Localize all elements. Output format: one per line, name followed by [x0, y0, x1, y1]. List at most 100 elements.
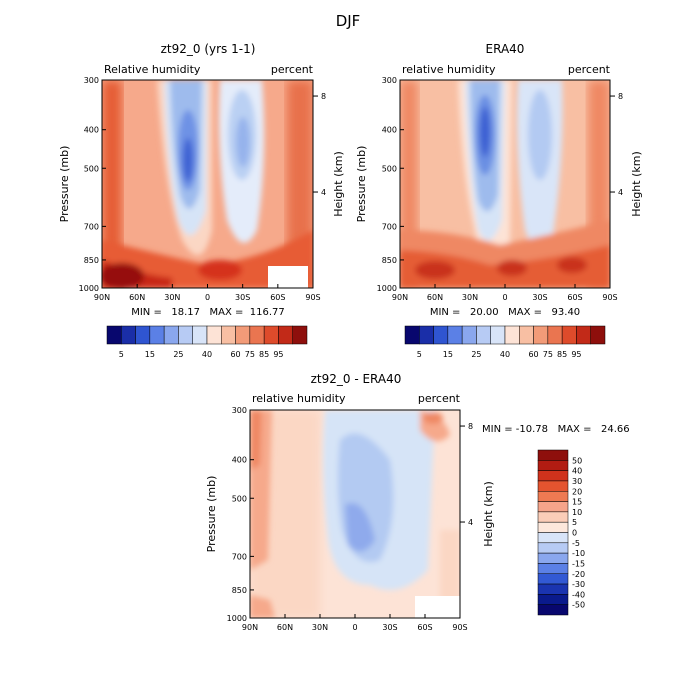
colorbar-swatch [135, 325, 151, 345]
colorbar-label: -40 [572, 590, 585, 599]
colorbar-label: 40 [572, 467, 582, 476]
colorbar-swatch [537, 532, 569, 544]
x-tick-label: 30S [382, 623, 397, 632]
figure-title: DJF [336, 12, 361, 30]
colorbar-swatch [178, 325, 193, 345]
colorbar-label: -50 [572, 601, 585, 610]
y-tick-label: 500 [382, 164, 397, 173]
colorbar-label: 75 [543, 350, 553, 359]
height-tick-label: 4 [321, 188, 326, 197]
colorbar-label: 5 [119, 350, 124, 359]
axis-ticks: 90N 60N 30N 0 30S 60S 90S 300 400 500 700 850 1000 8 4 [377, 76, 623, 302]
colorbar-label: 15 [145, 350, 155, 359]
y-tick-label: 400 [382, 126, 397, 135]
x-tick-label: 60S [270, 293, 285, 302]
colorbar-label: -30 [572, 580, 585, 589]
y-tick-label: 1000 [227, 614, 247, 623]
panel-title: zt92_0 - ERA40 [311, 372, 402, 386]
colorbar-swatch [537, 604, 569, 616]
colorbar-swatch [537, 521, 569, 533]
colorbar-swatch [292, 325, 308, 345]
colorbar: 5 15 25 40 60 75 85 95 [404, 325, 606, 359]
colorbar-label: 75 [245, 350, 255, 359]
x-tick-label: 90S [602, 293, 617, 302]
x-tick-label: 30N [462, 293, 478, 302]
colorbar-swatch [537, 594, 569, 605]
y-tick-label: 1000 [79, 284, 99, 293]
colorbar-label: 95 [571, 350, 581, 359]
colorbar-swatch [537, 449, 569, 461]
colorbar-swatch [263, 325, 279, 345]
colorbar-label: 25 [471, 350, 481, 359]
right-axis-label: Height (km) [630, 151, 643, 217]
y-tick-label: 850 [232, 586, 247, 595]
y-tick-label: 850 [84, 256, 99, 265]
colorbar-swatch [278, 325, 293, 345]
min-max-stats: MIN = -10.78 MAX = 24.66 [482, 424, 630, 435]
colorbar-swatch [121, 325, 136, 345]
x-tick-label: 60S [417, 623, 432, 632]
x-tick-label: 60N [427, 293, 443, 302]
colorbar-label: 15 [572, 498, 582, 507]
x-tick-label: 60N [277, 623, 293, 632]
colorbar-label: 40 [500, 350, 510, 359]
colorbar-swatch [561, 325, 577, 345]
panel-subtitle-left: relative humidity [402, 63, 496, 76]
colorbar-swatch [504, 325, 520, 345]
colorbar-swatch [149, 325, 165, 345]
y-tick-label: 700 [84, 222, 99, 231]
height-tick-label: 4 [468, 518, 473, 527]
colorbar-label: 60 [230, 350, 240, 359]
colorbar-swatch [537, 511, 569, 523]
colorbar-label: 30 [572, 477, 582, 486]
x-tick-label: 0 [205, 293, 210, 302]
x-tick-label: 0 [352, 623, 357, 632]
colorbar-swatch [221, 325, 236, 345]
colorbar-label: -10 [572, 549, 585, 558]
colorbar-label: 15 [443, 350, 453, 359]
panel-subtitle-left: Relative humidity [104, 63, 201, 76]
contour-field [102, 80, 313, 288]
colorbar-label: 95 [273, 350, 283, 359]
colorbar-swatch [537, 501, 569, 513]
x-tick-label: 30S [532, 293, 547, 302]
colorbar-swatch [537, 563, 569, 574]
y-axis-label: Pressure (mb) [355, 146, 368, 223]
y-tick-label: 400 [84, 126, 99, 135]
y-tick-label: 300 [382, 76, 397, 85]
colorbar-swatch [519, 325, 534, 345]
colorbar-swatch [537, 470, 569, 482]
colorbar-label: 20 [572, 487, 582, 496]
colorbar-label: -5 [572, 539, 580, 548]
colorbar-swatch [537, 583, 569, 595]
contour-field [250, 410, 460, 618]
x-tick-label: 30N [164, 293, 180, 302]
x-tick-label: 60S [567, 293, 582, 302]
colorbar-label: 0 [572, 529, 577, 538]
height-tick-label: 4 [618, 188, 623, 197]
axis-ticks: 90N 60N 30N 0 30S 60S 90S 300 400 500 700 850 1000 8 4 [227, 406, 473, 632]
y-tick-label: 500 [232, 494, 247, 503]
colorbar-swatch [235, 325, 251, 345]
colorbar-swatch [461, 325, 477, 345]
y-tick-label: 700 [382, 222, 397, 231]
colorbar-label: 25 [173, 350, 183, 359]
colorbar-label: -20 [572, 570, 585, 579]
colorbar-swatch [537, 573, 569, 585]
y-tick-label: 1000 [377, 284, 397, 293]
x-tick-label: 30N [312, 623, 328, 632]
y-tick-label: 300 [84, 76, 99, 85]
height-tick-label: 8 [321, 92, 326, 101]
panel-difference: zt92_0 - ERA40 relative humidity percent [205, 372, 630, 632]
x-tick-label: 90S [305, 293, 320, 302]
colorbar-swatch [419, 325, 434, 345]
panel-subtitle-right: percent [418, 392, 461, 405]
colorbar-swatch [476, 325, 491, 345]
colorbar-swatch [590, 325, 606, 345]
colorbar-swatch [537, 542, 569, 554]
colorbar-label: 85 [557, 350, 567, 359]
panel-subtitle-right: percent [568, 63, 611, 76]
colorbar-label: 50 [572, 456, 582, 465]
